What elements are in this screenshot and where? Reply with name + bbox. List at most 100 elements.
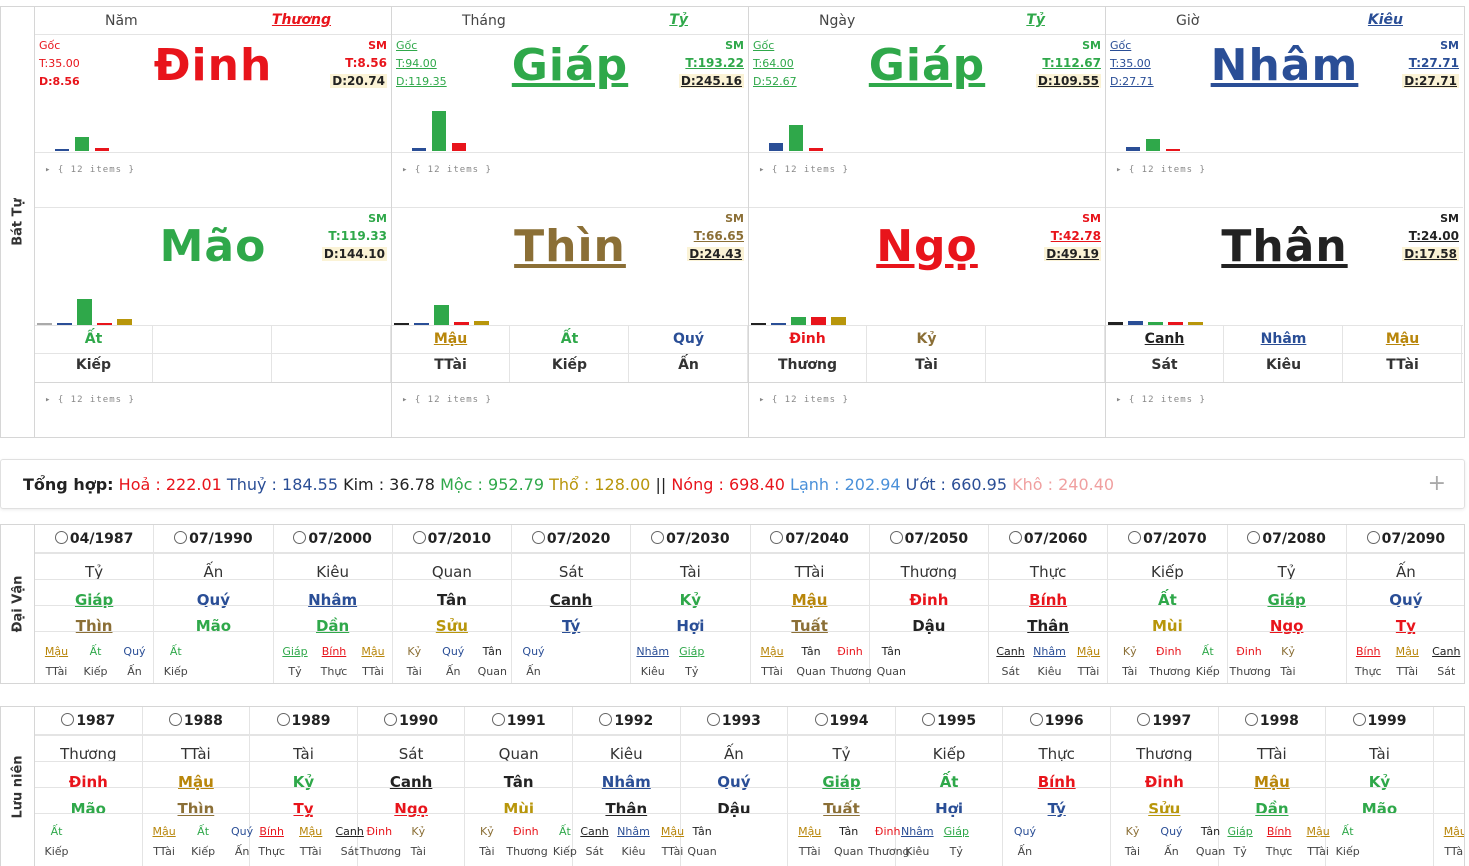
json-preview[interactable]: ▸ { 12 items } — [45, 165, 135, 175]
luu-nien-side: Lưu niên — [1, 707, 35, 866]
radio-button[interactable] — [61, 713, 75, 726]
dai-van-column[interactable]: 07/2000 Kiêu Nhâm Dần Giáp Tỷ Bính Thực Mậu TTài — [273, 525, 393, 683]
radio-button[interactable] — [770, 531, 784, 544]
json-toggle[interactable]: ▸ { 12 items } — [392, 153, 748, 208]
period-header[interactable]: 07/2000 — [273, 525, 392, 553]
period-header[interactable] — [1433, 707, 1464, 735]
pillar-relation[interactable]: Kiêu — [1367, 12, 1403, 28]
period-header[interactable]: 1988 — [142, 707, 250, 735]
period-header[interactable]: 1997 — [1111, 707, 1218, 735]
period-header[interactable]: 1992 — [573, 707, 680, 735]
json-preview[interactable]: ▸ { 12 items } — [402, 395, 492, 405]
radio-button[interactable] — [491, 713, 505, 726]
dai-van-column[interactable]: 07/2030 Tài Kỷ Hợi Nhâm Kiêu Giáp Tỷ — [631, 525, 751, 683]
period-header[interactable]: 07/2010 — [392, 525, 511, 553]
dai-van-column[interactable]: 07/2050 Thương Đinh Dậu Tân Quan — [869, 525, 989, 683]
radio-button[interactable] — [651, 531, 665, 544]
pillar-relation[interactable]: Tỷ — [669, 12, 688, 28]
json-toggle[interactable]: ▸ { 12 items } — [35, 382, 391, 437]
goc-link[interactable]: Gốc — [753, 39, 775, 52]
period-header[interactable]: 1995 — [895, 707, 1003, 735]
json-toggle[interactable]: ▸ { 12 items } — [35, 153, 391, 208]
pillar-relation[interactable]: Tỷ — [1026, 12, 1045, 28]
luu-nien-column[interactable]: 1997 Thương Đinh Sửu Kỷ Tài Quý Ấn Tân Quan — [1111, 707, 1225, 866]
period-header[interactable]: 1991 — [465, 707, 572, 735]
dai-van-column[interactable]: 07/1990 Ấn Quý Mão Ất Kiếp — [154, 525, 274, 683]
period-header[interactable]: 1998 — [1218, 707, 1326, 735]
json-toggle[interactable]: ▸ { 12 items } — [392, 382, 748, 437]
dai-van-column[interactable]: 07/2020 Sát Canh Tý Quý Ấn — [512, 525, 632, 683]
radio-button[interactable] — [1366, 531, 1380, 544]
json-preview[interactable]: ▸ { 12 items } — [759, 165, 849, 175]
period-header[interactable]: 1999 — [1326, 707, 1433, 735]
expand-plus-icon[interactable]: + — [1427, 471, 1446, 496]
radio-button[interactable] — [168, 713, 182, 726]
luu-nien-column[interactable]: Mậu TTài — [1433, 707, 1464, 866]
radio-button[interactable] — [889, 531, 903, 544]
radio-button[interactable] — [384, 713, 398, 726]
period-header[interactable]: 07/2020 — [512, 525, 631, 553]
radio-button[interactable] — [599, 713, 613, 726]
dai-van-column[interactable]: 04/1987 Tỷ Giáp Thìn Mậu TTài Ất Kiếp Quý Ấn — [35, 525, 155, 683]
period-header[interactable]: 1987 — [35, 707, 142, 735]
radio-button[interactable] — [1029, 713, 1043, 726]
radio-button[interactable] — [412, 531, 426, 544]
goc-link[interactable]: Gốc — [39, 39, 61, 52]
period-header[interactable]: 07/2030 — [631, 525, 750, 553]
json-preview[interactable]: ▸ { 12 items } — [1116, 395, 1206, 405]
stem-label: Giáp — [822, 773, 861, 791]
period-header[interactable]: 07/1990 — [154, 525, 273, 553]
radio-button[interactable] — [1247, 531, 1261, 544]
json-preview[interactable]: ▸ { 12 items } — [45, 395, 135, 405]
luu-nien-column[interactable]: 1992 Kiêu Nhâm Thân Canh Sát Nhâm Kiêu Mậu TTài — [573, 707, 684, 866]
branch-cell: Ngọ SM T:42.78 D:49.19 — [749, 208, 1105, 326]
dai-van-column[interactable]: 07/2080 Tỷ Giáp Ngọ Đinh Thương Kỷ Tài — [1227, 525, 1347, 683]
radio-button[interactable] — [814, 713, 828, 726]
period-header[interactable]: 07/2090 — [1346, 525, 1464, 553]
luu-nien-column[interactable]: 1988 TTài Mậu Thìn Mậu TTài Ất Kiếp Quý Ấn — [142, 707, 253, 866]
pillar-relation[interactable]: Thương — [271, 12, 331, 28]
luu-nien-column[interactable]: 1987 Thương Đinh Mão Ất Kiếp — [35, 707, 143, 866]
json-preview[interactable]: ▸ { 12 items } — [402, 165, 492, 175]
radio-button[interactable] — [1244, 713, 1258, 726]
json-toggle[interactable]: ▸ { 12 items } — [1106, 153, 1463, 208]
radio-button[interactable] — [1137, 713, 1151, 726]
dai-van-column[interactable]: 07/2070 Kiếp Ất Mùi Kỷ Tài Đinh Thương Ất Kiếp — [1108, 525, 1228, 683]
period-header[interactable]: 1994 — [788, 707, 895, 735]
radio-button[interactable] — [531, 531, 545, 544]
luu-nien-column[interactable]: 1999 Tài Kỷ Mão Ất Kiếp — [1326, 707, 1434, 866]
dai-van-column[interactable]: 07/2010 Quan Tân Sửu Kỷ Tài Quý Ấn Tân Quan — [392, 525, 512, 683]
dai-van-column[interactable]: 07/2090 Ấn Quý Tỵ Bính Thực Mậu TTài Canh Sát — [1346, 525, 1464, 683]
radio-button[interactable] — [1352, 713, 1366, 726]
luu-nien-column[interactable]: 1990 Sát Canh Ngọ Đinh Thương Kỷ Tài — [357, 707, 466, 866]
period-header[interactable]: 1989 — [250, 707, 357, 735]
json-toggle[interactable]: ▸ { 12 items } — [749, 153, 1105, 208]
period-header[interactable]: 07/2070 — [1108, 525, 1227, 553]
radio-button[interactable] — [276, 713, 290, 726]
period-header[interactable]: 07/2060 — [989, 525, 1108, 553]
radio-button[interactable] — [54, 531, 68, 544]
radio-button[interactable] — [174, 531, 188, 544]
period-header[interactable]: 1993 — [680, 707, 788, 735]
radio-button[interactable] — [1008, 531, 1022, 544]
radio-button[interactable] — [1128, 531, 1142, 544]
json-toggle[interactable]: ▸ { 12 items } — [1106, 382, 1463, 437]
dai-van-column[interactable]: 07/2060 Thực Bính Thân Canh Sát Nhâm Kiêu Mậu TTà… — [989, 525, 1109, 683]
json-toggle[interactable]: ▸ { 12 items } — [749, 382, 1105, 437]
period-header[interactable]: 07/2080 — [1227, 525, 1346, 553]
json-preview[interactable]: ▸ { 12 items } — [759, 395, 849, 405]
luu-nien-column[interactable]: 1989 Tài Kỷ Tỵ Bính Thực Mậu TTài Canh Sát — [250, 707, 364, 866]
json-preview[interactable]: ▸ { 12 items } — [1116, 165, 1206, 175]
goc-link[interactable]: Gốc — [1110, 39, 1132, 52]
radio-button[interactable] — [706, 713, 720, 726]
hidden-cell: Đinh Thương — [749, 326, 867, 382]
radio-button[interactable] — [922, 713, 936, 726]
period-header[interactable]: 1990 — [357, 707, 465, 735]
radio-button[interactable] — [293, 531, 307, 544]
period-header[interactable]: 1996 — [1003, 707, 1110, 735]
dai-van-column[interactable]: 07/2040 TTài Mậu Tuất Mậu TTài Tân Quan Đinh Thươ… — [750, 525, 872, 683]
period-header[interactable]: 07/2040 — [750, 525, 869, 553]
goc-link[interactable]: Gốc — [396, 39, 418, 52]
period-header[interactable]: 07/2050 — [869, 525, 988, 553]
period-header[interactable]: 04/1987 — [35, 525, 154, 553]
